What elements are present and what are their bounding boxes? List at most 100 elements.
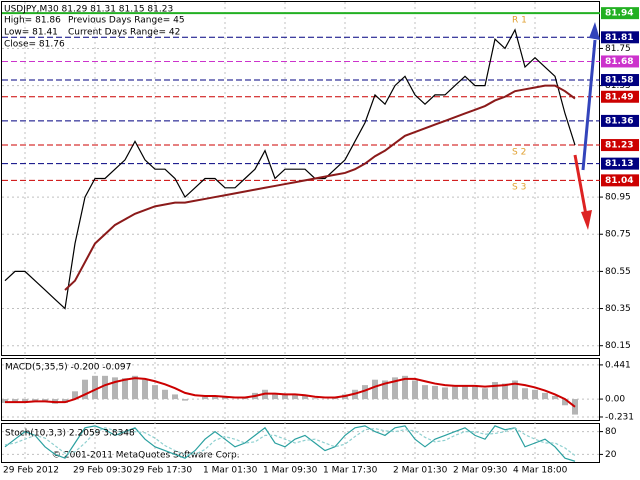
level-label: 81.04	[605, 176, 633, 186]
histogram-bar	[42, 399, 48, 402]
histogram-bar	[282, 394, 288, 400]
histogram-bar	[132, 375, 138, 400]
panel-title: Stoch(10,3,3) 2.2059 3.8348	[5, 429, 135, 439]
x-tick-label: 2 Mar 09:30	[453, 466, 508, 476]
histogram-bar	[302, 395, 308, 400]
main-panel	[1, 1, 600, 356]
histogram-bar	[112, 377, 118, 400]
histogram-bar	[292, 395, 298, 400]
histogram-bar	[92, 375, 98, 400]
histogram-bar	[122, 378, 128, 400]
histogram-bar	[462, 385, 468, 400]
histogram-bar	[312, 398, 318, 400]
level-marker	[601, 139, 639, 152]
histogram-bar	[372, 379, 378, 400]
histogram-bar	[72, 391, 78, 400]
x-tick-label: 1 Mar 17:30	[323, 466, 378, 476]
level-marker	[601, 174, 639, 187]
arrowhead	[581, 210, 592, 230]
histogram-bar	[502, 383, 508, 400]
y-tick-label: 20	[605, 450, 617, 460]
y-tick-label: 80.75	[605, 230, 631, 240]
y-tick-label: 80.95	[605, 193, 631, 203]
histogram-bar	[442, 387, 448, 400]
histogram-bar	[422, 385, 428, 400]
y-tick-label: 0.441	[605, 360, 631, 370]
histogram-bar	[362, 385, 368, 400]
histogram-bar	[532, 389, 538, 400]
stoch-line	[4, 427, 576, 457]
level-label: 81.13	[605, 159, 633, 169]
level-label: 81.81	[605, 33, 633, 43]
level-name: S 2	[512, 148, 526, 158]
x-tick-label: 29 Feb 09:30	[73, 466, 132, 476]
annotation: Current Days Range= 42	[68, 28, 180, 38]
histogram-bar	[142, 379, 148, 400]
histogram-bar	[12, 399, 18, 403]
histogram-bar	[402, 375, 408, 400]
x-tick-label: 1 Mar 09:30	[263, 466, 318, 476]
level-marker	[601, 31, 639, 44]
histogram-bar	[492, 382, 498, 400]
histogram-bar	[432, 385, 438, 400]
y-tick-label: 81.75	[605, 44, 631, 54]
histogram-bar	[82, 379, 88, 400]
histogram-bar	[382, 380, 388, 400]
histogram-bar	[412, 380, 418, 400]
annotation: High= 81.86	[4, 16, 61, 26]
level-marker	[601, 90, 639, 103]
histogram-bar	[512, 380, 518, 400]
histogram-bar	[182, 399, 188, 401]
level-marker	[601, 114, 639, 127]
level-label: 81.58	[605, 76, 633, 86]
y-tick-label: 80.35	[605, 304, 631, 314]
y-tick-label: 80.55	[605, 267, 631, 277]
x-tick-label: 1 Mar 01:30	[203, 466, 258, 476]
histogram-bar	[162, 389, 168, 400]
level-label: 81.68	[605, 57, 633, 67]
stoch-line	[4, 425, 576, 462]
level-marker	[601, 157, 639, 170]
stoch-panel	[1, 423, 600, 463]
x-tick-label: 2 Mar 01:30	[393, 466, 448, 476]
histogram-bar	[452, 386, 458, 400]
histogram-bar	[222, 397, 228, 400]
level-label: 81.23	[605, 141, 633, 151]
panel-title: MACD(5,35,5) -0.200 -0.097	[5, 363, 131, 373]
price-line	[4, 28, 576, 310]
arrowhead	[589, 22, 600, 40]
price-line	[64, 84, 576, 291]
histogram-bar	[482, 388, 488, 400]
histogram-bar	[2, 399, 8, 403]
level-marker	[601, 74, 639, 87]
footer: © 2001-2011 MetaQuotes Software Corp.	[52, 451, 240, 461]
level-label: 81.94	[605, 9, 633, 19]
annotation: Previous Days Range= 45	[68, 16, 185, 26]
level-name: S 3	[512, 183, 526, 193]
annotation: Low= 81.41	[4, 28, 58, 38]
histogram-bar	[22, 399, 28, 402]
level-marker	[601, 7, 639, 20]
forecast-arrow-up	[581, 39, 597, 171]
histogram-bar	[522, 388, 528, 400]
y-tick-label: 81.55	[605, 81, 631, 91]
histogram-bar	[542, 392, 548, 400]
histogram-bar	[472, 386, 478, 400]
histogram-bar	[392, 377, 398, 400]
x-tick-label: 29 Feb 17:30	[133, 466, 192, 476]
histogram-bar	[102, 375, 108, 400]
histogram-bar	[62, 399, 68, 403]
histogram-bar	[212, 395, 218, 400]
histogram-bar	[552, 395, 558, 400]
y-tick-label: 0.00	[605, 395, 625, 405]
chart-title: USDJPY,M30 81.29 81.31 81.15 81.23	[4, 5, 173, 15]
signal-line	[5, 377, 576, 408]
y-tick-label: 80	[605, 427, 617, 437]
macd-panel	[1, 358, 600, 421]
y-tick-label: -0.231	[605, 412, 634, 422]
x-tick-label: 4 Mar 18:00	[513, 466, 568, 476]
